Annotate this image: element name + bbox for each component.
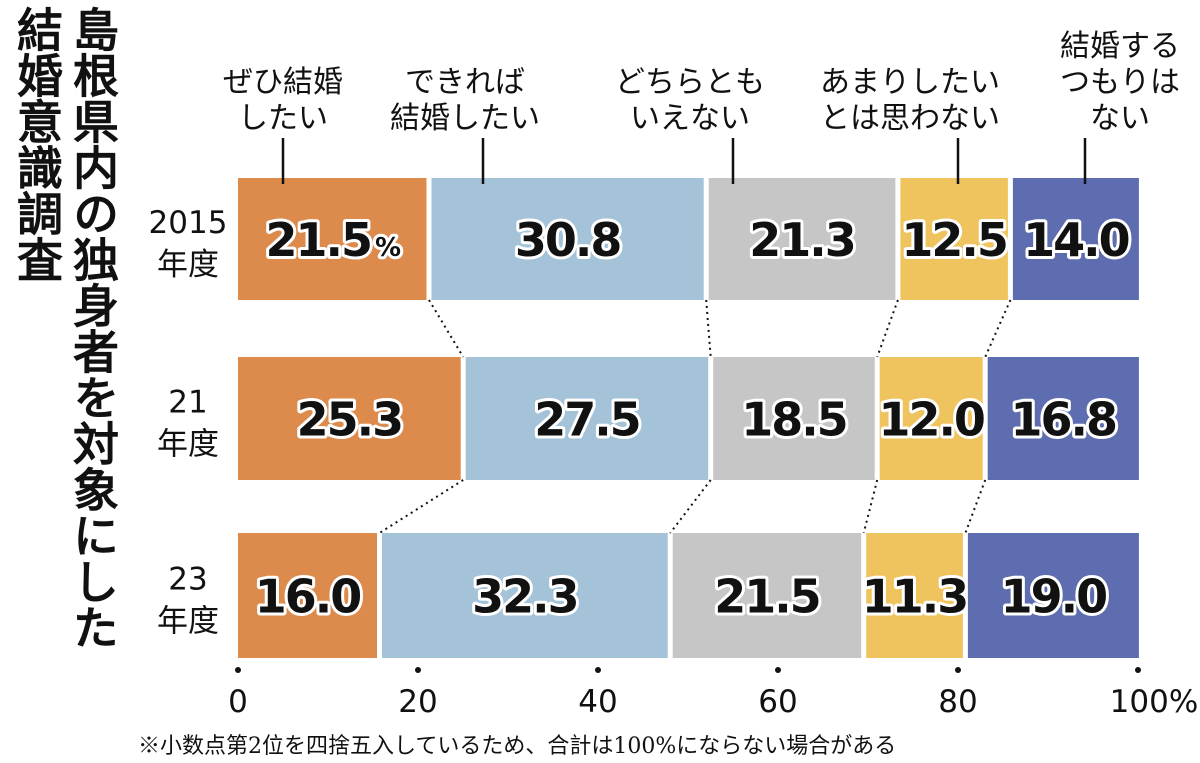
data-label: 21.5 bbox=[714, 570, 820, 624]
connector-line bbox=[705, 299, 712, 358]
series-label: どちらとも bbox=[615, 65, 765, 100]
data-label: 25.3 bbox=[297, 393, 403, 447]
connector-line bbox=[378, 479, 464, 534]
chart-title: 島根県内の独身者を対象にした 結婚意識調査 bbox=[8, 6, 120, 756]
data-label: 32.3 bbox=[472, 570, 578, 624]
x-tick-label: 60 bbox=[758, 684, 797, 720]
x-tick-dot bbox=[415, 667, 421, 673]
category-label-line2: 年度 bbox=[157, 427, 219, 463]
x-tick-dot bbox=[1135, 667, 1141, 673]
data-label: 14.0 bbox=[1023, 213, 1129, 267]
series-label: したい bbox=[238, 101, 328, 136]
x-tick-label: 40 bbox=[578, 684, 617, 720]
data-label: 30.8 bbox=[515, 213, 621, 267]
x-tick-dot bbox=[955, 667, 961, 673]
series-label: とは思わない bbox=[820, 101, 1000, 136]
connector-line bbox=[669, 479, 712, 534]
bar-segment bbox=[465, 357, 709, 480]
category-label-line2: 年度 bbox=[157, 604, 219, 640]
data-label: 11.3 bbox=[862, 570, 968, 624]
bar-segment bbox=[238, 533, 377, 658]
category-label-line1: 23 bbox=[168, 562, 207, 598]
footnote: ※小数点第2位を四捨五入しているため、合計は100%にならない場合がある bbox=[138, 734, 897, 759]
title-line2: 結婚意識調査 bbox=[10, 6, 64, 282]
connector-line bbox=[862, 479, 879, 534]
series-label: 結婚したい bbox=[390, 101, 540, 136]
x-tick-dot bbox=[235, 667, 241, 673]
series-label: ない bbox=[1090, 101, 1150, 136]
title-line1: 島根県内の独身者を対象にした bbox=[66, 6, 120, 650]
data-label: 21.3 bbox=[749, 213, 855, 267]
series-label: ぜひ結婚 bbox=[223, 65, 343, 100]
connector-line bbox=[876, 299, 899, 358]
bar-segment bbox=[987, 357, 1139, 480]
data-label: 27.5 bbox=[534, 393, 640, 447]
x-tick-dot bbox=[775, 667, 781, 673]
connector-line bbox=[428, 299, 465, 358]
bar-segment bbox=[382, 533, 668, 658]
bar-segment bbox=[238, 357, 461, 480]
bar-segment bbox=[967, 533, 1139, 658]
x-tick-label: 100% bbox=[1110, 684, 1199, 720]
data-label: 18.5 bbox=[741, 393, 847, 447]
bar-segment bbox=[431, 178, 704, 300]
data-label: 16.0 bbox=[255, 570, 361, 624]
bar-segment bbox=[879, 357, 983, 480]
bar-segment bbox=[238, 178, 427, 300]
unit-label: % bbox=[375, 233, 401, 263]
bar-segment bbox=[1012, 178, 1139, 300]
series-label: あまりしたい bbox=[820, 65, 1000, 100]
x-tick-label: 80 bbox=[938, 684, 977, 720]
bar-segment bbox=[672, 533, 862, 658]
x-tick-label: 0 bbox=[228, 684, 248, 720]
connector-line bbox=[964, 479, 987, 534]
data-label: 19.0 bbox=[1001, 570, 1107, 624]
bar-segment bbox=[866, 533, 963, 658]
series-label: 結婚する bbox=[1060, 29, 1180, 64]
bar-segment bbox=[708, 178, 896, 300]
data-label: 16.8 bbox=[1011, 393, 1117, 447]
category-label-line2: 年度 bbox=[157, 247, 219, 283]
x-tick-label: 20 bbox=[398, 684, 437, 720]
series-label: いえない bbox=[630, 101, 750, 136]
category-label-line1: 2015 bbox=[149, 205, 228, 241]
series-label: つもりは bbox=[1060, 65, 1180, 100]
data-label: 12.0 bbox=[878, 393, 984, 447]
series-label: できれば bbox=[405, 65, 525, 100]
data-label: 12.5 bbox=[901, 213, 1007, 267]
bar-segment bbox=[713, 357, 875, 480]
category-label-line1: 21 bbox=[168, 385, 207, 421]
bar-segment bbox=[900, 178, 1008, 300]
x-tick-dot bbox=[595, 667, 601, 673]
connector-line bbox=[984, 299, 1012, 358]
